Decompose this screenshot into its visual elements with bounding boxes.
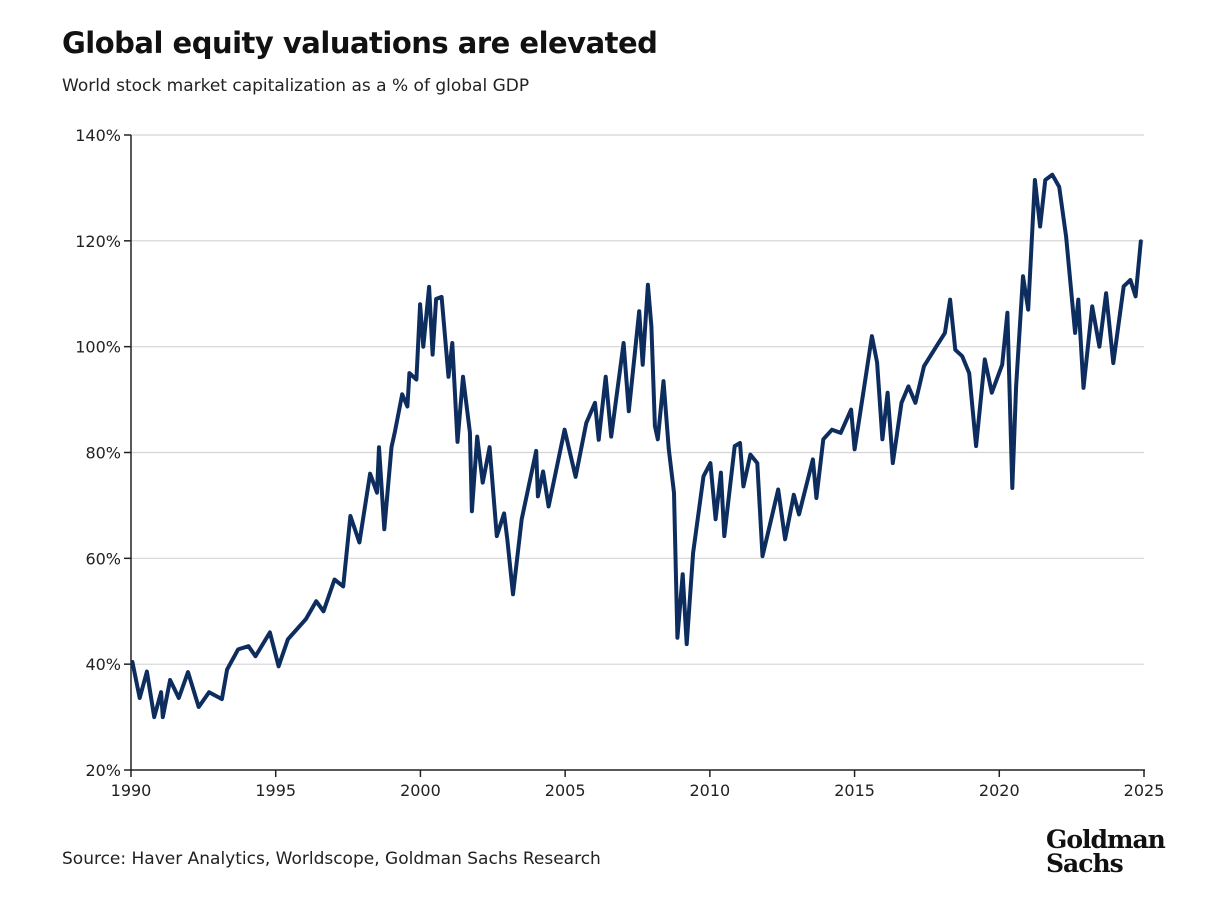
y-tick-label: 80%: [85, 444, 121, 463]
y-tick-label: 100%: [75, 338, 121, 357]
source-note: Source: Haver Analytics, Worldscope, Gol…: [62, 849, 601, 869]
x-tick-label: 2010: [689, 781, 730, 800]
chart-title: Global equity valuations are elevated: [62, 26, 658, 60]
x-tick-label: 1995: [255, 781, 296, 800]
series-group: [130, 172, 1143, 720]
y-tick-label: 120%: [75, 232, 121, 251]
gridlines: [131, 134, 1144, 665]
goldman-sachs-logo: Goldman Sachs: [1046, 825, 1166, 878]
x-tick-label: 1990: [111, 781, 152, 800]
x-axis: 1990 1995 2000 2005 2010 2015 2020 2025: [111, 770, 1165, 800]
x-tick-label: 2015: [834, 781, 875, 800]
x-tick-label: 2020: [979, 781, 1020, 800]
x-tick-label: 2005: [545, 781, 586, 800]
y-tick-label: 20%: [85, 761, 121, 780]
chart-subtitle: World stock market capitalization as a %…: [62, 76, 530, 96]
y-axis: 20% 40% 60% 80% 100% 120% 140%: [75, 126, 131, 780]
y-tick-label: 60%: [85, 549, 121, 568]
x-tick-label: 2025: [1124, 781, 1165, 800]
x-tick-label: 2000: [400, 781, 441, 800]
y-tick-label: 140%: [75, 126, 121, 145]
y-tick-label: 40%: [85, 655, 121, 674]
series-line: [130, 172, 1143, 720]
